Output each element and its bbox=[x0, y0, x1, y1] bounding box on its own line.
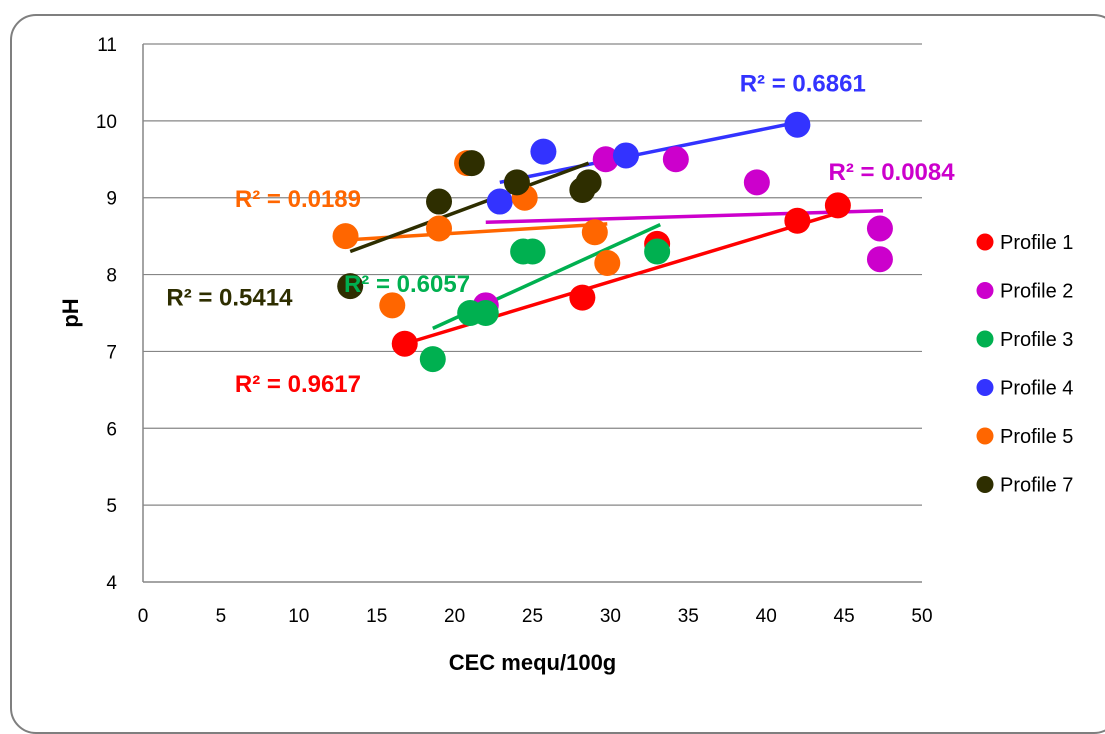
point-profile-2 bbox=[662, 146, 689, 173]
legend-marker-profile-2 bbox=[976, 282, 994, 299]
data-points bbox=[332, 111, 893, 373]
x-tick-labels: 0 5 10 15 20 25 30 35 40 45 50 bbox=[138, 606, 933, 627]
x-axis-title: CEC mequ/100g bbox=[449, 650, 617, 675]
point-profile-1 bbox=[391, 330, 418, 357]
point-profile-2 bbox=[866, 246, 893, 273]
x-tick-label: 45 bbox=[834, 606, 855, 627]
legend-marker-profile-3 bbox=[976, 330, 994, 348]
y-tick-label: 7 bbox=[106, 342, 117, 363]
y-tick-labels: 4 5 6 7 8 9 10 11 bbox=[96, 35, 118, 594]
x-tick-label: 25 bbox=[522, 606, 543, 627]
x-tick-label: 40 bbox=[756, 606, 777, 627]
legend-label-profile-3: Profile 3 bbox=[1000, 329, 1073, 351]
chart-frame bbox=[10, 14, 1105, 734]
point-profile-1 bbox=[784, 207, 811, 234]
r2-label-profile-7: R² = 0.5414 bbox=[166, 284, 293, 311]
x-tick-label: 15 bbox=[366, 606, 387, 627]
legend-marker-profile-4 bbox=[976, 379, 994, 396]
x-tick-label: 50 bbox=[911, 606, 932, 627]
y-tick-label: 11 bbox=[97, 35, 117, 56]
point-profile-3 bbox=[519, 238, 546, 265]
r2-label-profile-1: R² = 0.9617 bbox=[235, 371, 361, 398]
r2-label-profile-4: R² = 0.6861 bbox=[740, 71, 866, 98]
trendline-profile-2 bbox=[485, 209, 884, 225]
point-profile-1 bbox=[569, 284, 596, 311]
point-profile-3 bbox=[472, 300, 499, 326]
point-profile-2 bbox=[743, 169, 770, 196]
point-profile-3 bbox=[644, 238, 671, 265]
y-tick-label: 5 bbox=[106, 496, 117, 517]
x-tick-label: 35 bbox=[678, 606, 699, 627]
y-tick-label: 8 bbox=[106, 266, 117, 287]
point-profile-5 bbox=[426, 215, 453, 242]
point-profile-3 bbox=[419, 346, 446, 373]
y-tick-label: 6 bbox=[106, 419, 117, 440]
x-tick-label: 0 bbox=[138, 606, 149, 627]
point-profile-4 bbox=[486, 188, 513, 215]
point-profile-5 bbox=[581, 219, 608, 246]
legend-label-profile-5: Profile 5 bbox=[1000, 426, 1073, 448]
point-profile-5 bbox=[332, 223, 359, 250]
point-profile-4 bbox=[612, 142, 639, 169]
legend-marker-profile-5 bbox=[976, 427, 994, 445]
r2-labels: R² = 0.9617 R² = 0.0084 R² = 0.6057 R² = 0.… bbox=[166, 71, 955, 399]
legend-label-profile-1: Profile 1 bbox=[1000, 232, 1073, 254]
point-profile-1 bbox=[824, 192, 851, 219]
point-profile-7 bbox=[503, 169, 530, 196]
point-profile-7 bbox=[575, 169, 602, 196]
trendline-profile-4 bbox=[499, 120, 798, 185]
gridlines bbox=[143, 43, 922, 506]
x-tick-label: 30 bbox=[600, 606, 621, 627]
y-tick-label: 10 bbox=[96, 112, 117, 133]
point-profile-7 bbox=[426, 188, 453, 215]
legend-label-profile-7: Profile 7 bbox=[1000, 475, 1073, 497]
y-tick-label: 9 bbox=[106, 189, 117, 210]
legend-label-profile-4: Profile 4 bbox=[1000, 378, 1073, 400]
point-profile-7 bbox=[458, 150, 485, 177]
x-tick-label: 20 bbox=[444, 606, 465, 627]
x-tick-label: 10 bbox=[288, 606, 309, 627]
legend-marker-profile-1 bbox=[976, 233, 994, 251]
y-axis-title: pH bbox=[58, 298, 83, 327]
point-profile-7 bbox=[337, 273, 364, 300]
point-profile-2 bbox=[866, 215, 893, 242]
legend-marker-profile-7 bbox=[976, 476, 994, 493]
point-profile-4 bbox=[784, 111, 811, 138]
r2-label-profile-3: R² = 0.6057 bbox=[344, 271, 470, 298]
point-profile-5 bbox=[379, 292, 406, 319]
point-profile-4 bbox=[530, 138, 557, 165]
r2-label-profile-2: R² = 0.0084 bbox=[829, 159, 956, 186]
point-profile-2 bbox=[592, 146, 619, 173]
y-tick-label: 4 bbox=[106, 573, 117, 594]
legend-label-profile-2: Profile 2 bbox=[1000, 281, 1073, 303]
r2-label-profile-5: R² = 0.0189 bbox=[235, 186, 361, 213]
x-tick-label: 5 bbox=[216, 606, 227, 627]
trendline-profile-7 bbox=[349, 161, 590, 254]
point-profile-5 bbox=[594, 250, 621, 277]
legend: Profile 1 Profile 2 Profile 3 Profile 4 Prof… bbox=[976, 232, 1073, 497]
